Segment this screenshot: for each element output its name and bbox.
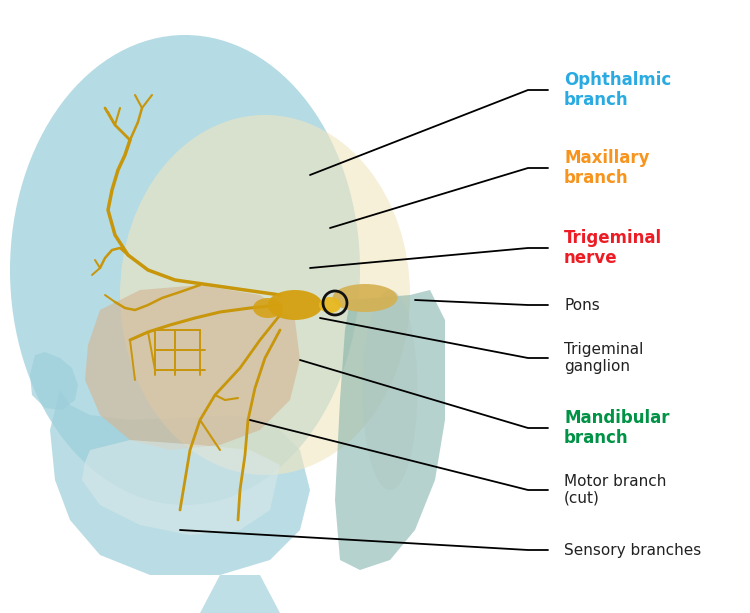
Polygon shape xyxy=(200,575,280,613)
Ellipse shape xyxy=(120,115,410,475)
Ellipse shape xyxy=(268,290,322,320)
Polygon shape xyxy=(85,285,300,450)
Ellipse shape xyxy=(332,284,398,312)
Polygon shape xyxy=(335,290,445,570)
Text: Maxillary
branch: Maxillary branch xyxy=(564,149,650,187)
Ellipse shape xyxy=(10,35,360,505)
Text: Ophthalmic
branch: Ophthalmic branch xyxy=(564,71,671,109)
Ellipse shape xyxy=(319,297,341,313)
Text: Trigeminal
ganglion: Trigeminal ganglion xyxy=(564,342,644,374)
Text: Motor branch
(cut): Motor branch (cut) xyxy=(564,474,666,506)
Ellipse shape xyxy=(253,298,283,318)
Text: Mandibular
branch: Mandibular branch xyxy=(564,409,670,447)
Polygon shape xyxy=(82,440,280,535)
Ellipse shape xyxy=(362,290,418,490)
Text: Sensory branches: Sensory branches xyxy=(564,543,701,557)
Text: Pons: Pons xyxy=(564,297,600,313)
Polygon shape xyxy=(50,390,310,575)
Text: Trigeminal
nerve: Trigeminal nerve xyxy=(564,229,662,267)
Polygon shape xyxy=(30,352,78,410)
